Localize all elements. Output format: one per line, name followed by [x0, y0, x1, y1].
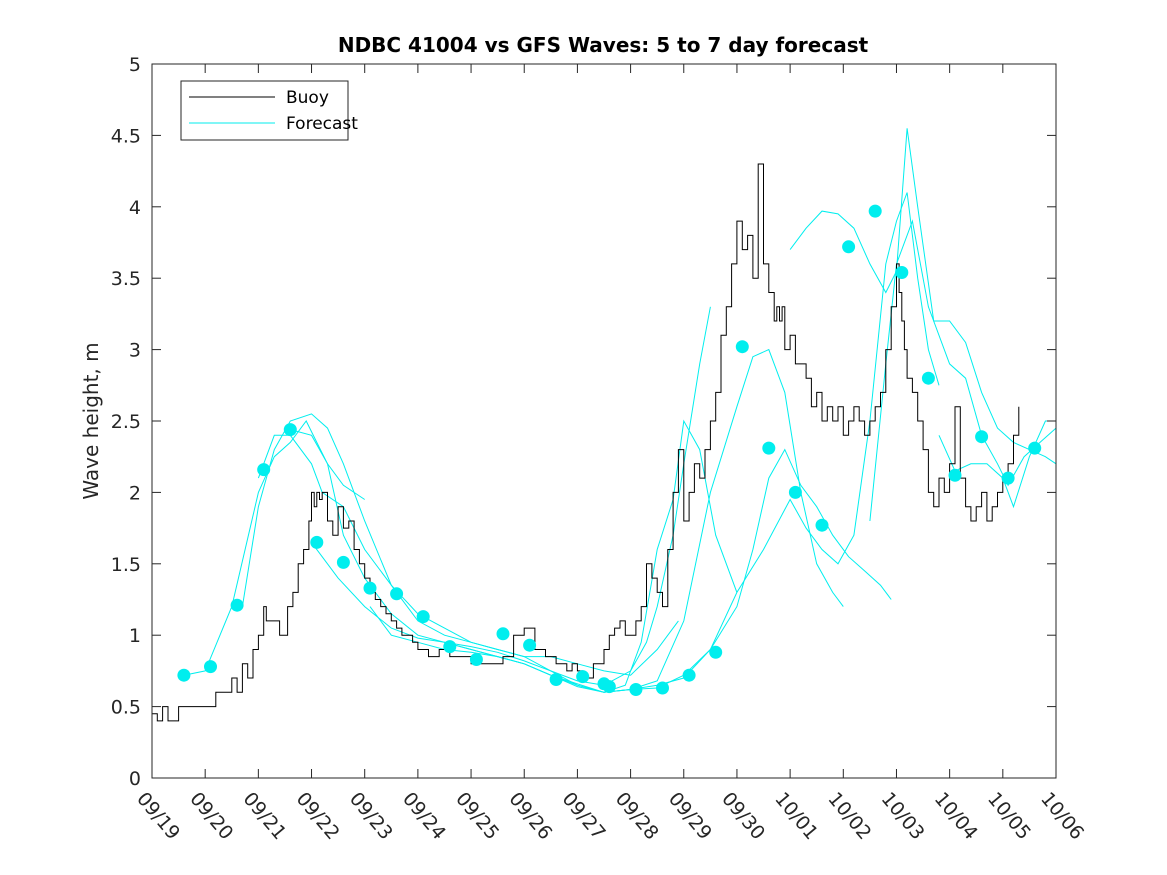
forecast-line-7	[444, 192, 940, 693]
forecast-marker	[257, 463, 271, 477]
y-tick-label: 0.5	[111, 697, 141, 719]
forecast-marker	[549, 673, 563, 686]
buoy-series	[152, 163, 1020, 722]
y-tick-label: 0	[129, 768, 141, 790]
buoy-line	[152, 163, 1020, 722]
forecast-marker	[363, 581, 377, 595]
forecast-marker	[523, 638, 537, 652]
legend-box	[180, 80, 349, 141]
forecast-marker	[842, 240, 856, 254]
forecast-marker	[310, 535, 324, 549]
y-tick-label: 1.5	[111, 554, 141, 576]
forecast-marker	[895, 266, 909, 279]
forecast-line-3	[257, 306, 711, 686]
forecast-marker	[177, 668, 191, 682]
forecast-marker	[656, 681, 669, 695]
y-tick-label: 3.5	[111, 268, 141, 290]
forecast-marker	[682, 668, 696, 682]
legend-label-forecast: Forecast	[286, 114, 358, 134]
forecast-marker	[868, 204, 882, 218]
forecast-marker	[815, 518, 829, 532]
forecast-marker	[921, 371, 935, 385]
chart-title: NDBC 41004 vs GFS Waves: 5 to 7 day fore…	[338, 33, 869, 57]
forecast-marker	[336, 555, 350, 569]
forecast-marker	[975, 430, 989, 444]
forecast-marker	[230, 598, 244, 612]
forecast-marker	[496, 627, 510, 641]
y-tick-label: 2.5	[111, 411, 141, 433]
forecast-line-1	[183, 420, 365, 676]
forecast-marker	[576, 670, 590, 684]
y-tick-label: 3	[129, 340, 141, 362]
y-tick-label: 1	[129, 625, 141, 647]
forecast-marker	[1001, 471, 1015, 485]
forecast-marker	[1028, 441, 1042, 455]
forecast-markers	[177, 204, 1042, 696]
forecast-marker	[762, 441, 776, 455]
forecast-marker	[443, 640, 457, 654]
forecast-marker	[948, 468, 962, 482]
forecast-marker	[390, 587, 404, 601]
y-tick-label: 5	[129, 54, 141, 76]
y-axis: 0 0.5 1 1.5 2 2.5 3 3.5 4 4.5 5	[111, 54, 1056, 790]
forecast-marker	[788, 485, 802, 499]
forecast-marker	[629, 683, 643, 696]
y-tick-label: 4.5	[111, 125, 141, 147]
y-tick-label: 4	[129, 197, 141, 219]
forecast-marker	[602, 680, 616, 694]
forecast-marker	[709, 645, 723, 659]
forecast-marker	[416, 610, 430, 624]
forecast-marker	[204, 660, 217, 674]
forecast-line-2	[241, 413, 679, 676]
y-tick-label: 2	[129, 482, 141, 504]
legend: Buoy Forecast	[180, 80, 358, 141]
forecast-marker	[469, 653, 483, 666]
forecast-marker	[735, 340, 749, 354]
legend-label-buoy: Buoy	[286, 88, 329, 108]
y-axis-label: Wave height, m	[79, 342, 103, 499]
forecast-marker	[283, 423, 297, 437]
